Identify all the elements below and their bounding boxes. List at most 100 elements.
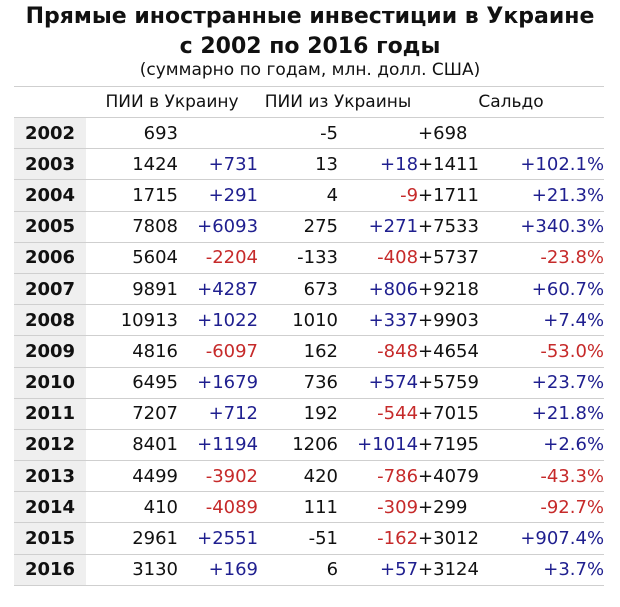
year-cell: 2005 xyxy=(14,210,86,243)
year-cell: 2009 xyxy=(14,335,86,367)
header-fdi-in: ПИИ в Украину xyxy=(86,86,259,118)
year-cell: 2004 xyxy=(14,179,86,212)
fdi-out-value: 275 xyxy=(258,210,339,243)
fdi-out-change: -408 xyxy=(338,241,419,274)
fdi-in-change: -6097 xyxy=(178,335,259,367)
header-row: ПИИ в Украину ПИИ из Украины Сальдо xyxy=(14,86,605,118)
fdi-out-value: -51 xyxy=(258,522,339,555)
saldo-value: +5759 xyxy=(418,366,504,399)
saldo-change-percent: +2.6% xyxy=(503,428,605,461)
table-row: 2016 3130 +169 6 +57 +3124 +3.7% xyxy=(14,553,605,586)
saldo-change-percent: +60.7% xyxy=(503,272,605,305)
fdi-out-change xyxy=(338,116,419,149)
fdi-in-value: 3130 xyxy=(86,553,178,586)
table-row: 2002 693 -5 +698 xyxy=(14,116,605,149)
year-cell: 2011 xyxy=(14,397,86,430)
fdi-in-change: +6093 xyxy=(178,210,259,243)
fdi-in-change: +291 xyxy=(178,179,259,212)
year-cell: 2012 xyxy=(14,428,86,461)
table-row: 2004 1715 +291 4 -9 +1711 +21.3% xyxy=(14,179,605,212)
fdi-in-change: +1022 xyxy=(178,304,259,336)
fdi-out-value: 736 xyxy=(258,366,339,399)
header-year xyxy=(14,86,86,118)
fdi-in-value: 4816 xyxy=(86,335,178,367)
saldo-change-percent: -92.7% xyxy=(503,491,605,523)
table-row: 2012 8401 +1194 1206 +1014 +7195 +2.6% xyxy=(14,428,605,461)
fdi-out-value: 162 xyxy=(258,335,339,367)
saldo-change-percent: +21.3% xyxy=(503,179,605,212)
fdi-in-value: 8401 xyxy=(86,428,178,461)
year-cell: 2003 xyxy=(14,148,86,180)
saldo-change-percent: +340.3% xyxy=(503,210,605,243)
saldo-value: +5737 xyxy=(418,241,504,274)
fdi-out-change: -162 xyxy=(338,522,419,555)
saldo-change-percent: +3.7% xyxy=(503,553,605,586)
saldo-change-percent: +102.1% xyxy=(503,148,605,180)
fdi-out-value: 1206 xyxy=(258,428,339,461)
fdi-in-change: -4089 xyxy=(178,491,259,523)
header-fdi-out: ПИИ из Украины xyxy=(258,86,419,118)
fdi-out-change: +1014 xyxy=(338,428,419,461)
table-row: 2009 4816 -6097 162 -848 +4654 -53.0% xyxy=(14,335,605,367)
year-cell: 2008 xyxy=(14,304,86,336)
fdi-in-change: +731 xyxy=(178,148,259,180)
fdi-in-value: 4499 xyxy=(86,460,178,492)
saldo-value: +9903 xyxy=(418,304,504,336)
fdi-out-change: +18 xyxy=(338,148,419,180)
fdi-in-change: +169 xyxy=(178,553,259,586)
fdi-in-value: 7808 xyxy=(86,210,178,243)
table-row: 2003 1424 +731 13 +18 +1411 +102.1% xyxy=(14,148,605,180)
saldo-value: +4654 xyxy=(418,335,504,367)
fdi-out-value: -133 xyxy=(258,241,339,274)
saldo-change-percent xyxy=(503,116,605,149)
saldo-change-percent: +21.8% xyxy=(503,397,605,430)
fdi-in-value: 10913 xyxy=(86,304,178,336)
fdi-in-value: 5604 xyxy=(86,241,178,274)
fdi-out-change: -309 xyxy=(338,491,419,523)
fdi-in-value: 693 xyxy=(86,116,178,149)
saldo-value: +7195 xyxy=(418,428,504,461)
chart-title-line-1: Прямые иностранные инвестиции в Украине xyxy=(25,4,595,29)
fdi-in-change: +2551 xyxy=(178,522,259,555)
fdi-out-change: -9 xyxy=(338,179,419,212)
fdi-out-change: +806 xyxy=(338,272,419,305)
fdi-out-change: -544 xyxy=(338,397,419,430)
fdi-out-change: +337 xyxy=(338,304,419,336)
saldo-value: +4079 xyxy=(418,460,504,492)
saldo-value: +3124 xyxy=(418,553,504,586)
fdi-out-change: +574 xyxy=(338,366,419,399)
saldo-value: +7533 xyxy=(418,210,504,243)
saldo-value: +9218 xyxy=(418,272,504,305)
saldo-value: +1711 xyxy=(418,179,504,212)
table-row: 2007 9891 +4287 673 +806 +9218 +60.7% xyxy=(14,272,605,305)
fdi-in-change xyxy=(178,116,259,149)
table-row: 2010 6495 +1679 736 +574 +5759 +23.7% xyxy=(14,366,605,399)
table-row: 2014 410 -4089 111 -309 +299 -92.7% xyxy=(14,491,605,523)
saldo-value: +1411 xyxy=(418,148,504,180)
fdi-out-value: 111 xyxy=(258,491,339,523)
fdi-in-value: 1424 xyxy=(86,148,178,180)
saldo-change-percent: +7.4% xyxy=(503,304,605,336)
saldo-value: +299 xyxy=(418,491,504,523)
fdi-in-value: 9891 xyxy=(86,272,178,305)
fdi-in-change: -2204 xyxy=(178,241,259,274)
year-cell: 2002 xyxy=(14,116,86,149)
fdi-in-value: 6495 xyxy=(86,366,178,399)
saldo-change-percent: -23.8% xyxy=(503,241,605,274)
year-cell: 2010 xyxy=(14,366,86,399)
fdi-in-value: 7207 xyxy=(86,397,178,430)
table-row: 2005 7808 +6093 275 +271 +7533 +340.3% xyxy=(14,210,605,243)
table-row: 2006 5604 -2204 -133 -408 +5737 -23.8% xyxy=(14,241,605,274)
year-cell: 2013 xyxy=(14,460,86,492)
fdi-table: ПИИ в Украину ПИИ из Украины Сальдо 2002… xyxy=(14,86,605,586)
fdi-out-value: 673 xyxy=(258,272,339,305)
fdi-out-value: -5 xyxy=(258,116,339,149)
fdi-in-value: 410 xyxy=(86,491,178,523)
fdi-in-change: +4287 xyxy=(178,272,259,305)
saldo-change-percent: -43.3% xyxy=(503,460,605,492)
fdi-out-change: -786 xyxy=(338,460,419,492)
table-row: 2008 10913 +1022 1010 +337 +9903 +7.4% xyxy=(14,304,605,336)
chart-subtitle: (суммарно по годам, млн. долл. США) xyxy=(139,60,481,80)
fdi-out-value: 13 xyxy=(258,148,339,180)
year-cell: 2015 xyxy=(14,522,86,555)
